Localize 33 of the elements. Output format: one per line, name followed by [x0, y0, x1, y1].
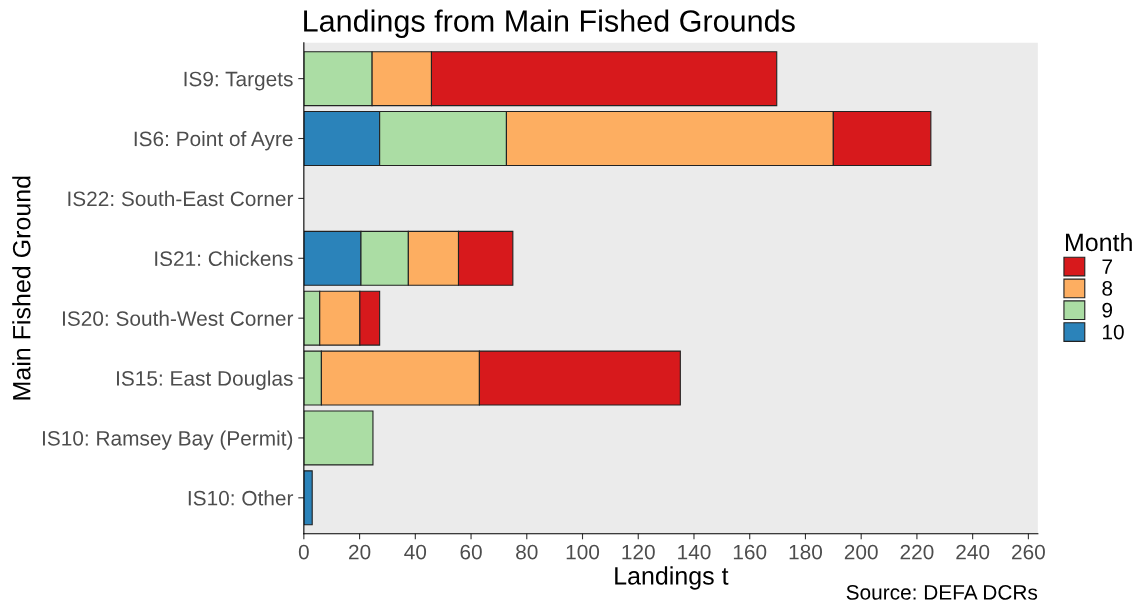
y-tick-label: IS10: Ramsey Bay (Permit) [42, 430, 293, 450]
legend-label: 7 [1102, 259, 1112, 274]
x-tick-label: 220 [900, 544, 934, 560]
y-tick-label: IS15: East Douglas [117, 370, 293, 390]
x-axis-title: Landings t [615, 566, 729, 590]
x-tick-label: 140 [678, 544, 711, 560]
x-tick-label: 260 [1012, 544, 1045, 560]
y-tick-label: IS21: Chickens [155, 250, 293, 267]
bar [303, 470, 313, 526]
x-tick-label: 200 [844, 544, 878, 560]
x-tick-label: 60 [460, 544, 482, 560]
x-tick-label: 180 [789, 544, 823, 560]
bar [303, 410, 374, 466]
y-tick-label: IS9: Targets [184, 71, 293, 91]
y-tick-label: IS22: South-East Corner [68, 190, 294, 207]
x-tick-label: 120 [622, 544, 655, 560]
legend-label: 9 [1102, 302, 1113, 318]
legend-label: 10 [1103, 324, 1124, 340]
x-tick-label: 80 [516, 544, 538, 560]
y-tick-label: IS6: Point of Ayre [134, 130, 293, 151]
source-note: Source: DEFA DCRs [846, 585, 1038, 600]
chart-title: Landings from Main Fished Grounds [304, 9, 795, 38]
x-tick-label: 240 [956, 544, 990, 560]
legend-title: Month [1066, 232, 1132, 252]
x-tick-label: 160 [733, 544, 767, 560]
y-tick-label: IS20: South-West Corner [62, 310, 294, 326]
x-tick-label: 20 [349, 544, 371, 560]
x-tick-label: 40 [404, 544, 427, 560]
x-tick-label: 100 [566, 544, 600, 560]
legend-label: 8 [1102, 281, 1113, 296]
y-axis-title: Main Fished Ground [12, 176, 31, 400]
y-tick-label: IS10: Other [188, 490, 294, 506]
x-tick-label: 0 [298, 544, 309, 560]
